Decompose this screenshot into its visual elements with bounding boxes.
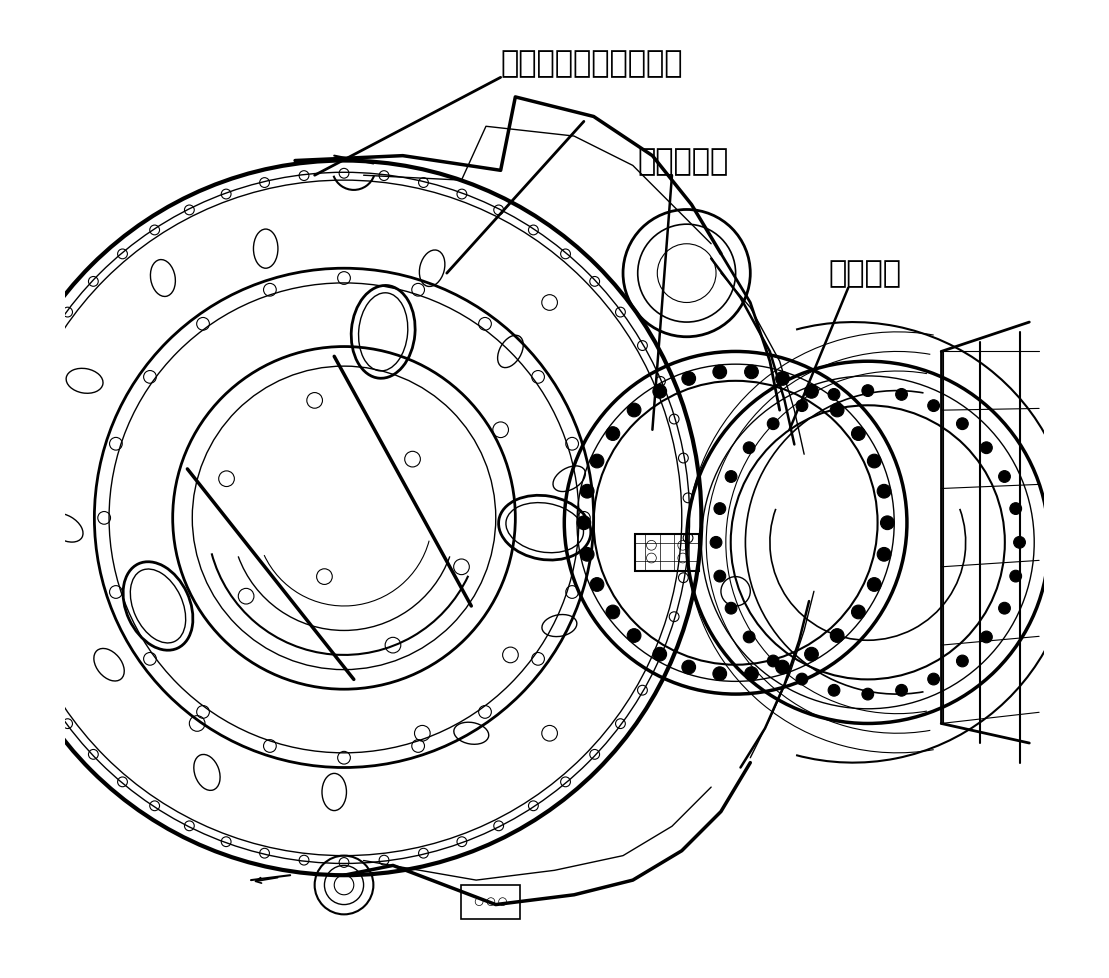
Circle shape	[957, 419, 968, 430]
Circle shape	[881, 516, 894, 530]
Circle shape	[775, 660, 790, 674]
Circle shape	[957, 655, 968, 667]
Circle shape	[725, 602, 737, 614]
Circle shape	[852, 605, 865, 619]
Circle shape	[580, 548, 594, 561]
Bar	[461, 885, 520, 919]
Circle shape	[828, 389, 840, 401]
Circle shape	[877, 548, 891, 561]
Circle shape	[862, 385, 874, 397]
Circle shape	[796, 674, 807, 686]
Circle shape	[831, 404, 844, 418]
Circle shape	[980, 632, 993, 644]
Circle shape	[653, 647, 667, 661]
Circle shape	[896, 389, 907, 401]
Circle shape	[713, 366, 726, 379]
Circle shape	[1010, 570, 1021, 582]
Circle shape	[628, 629, 641, 643]
Circle shape	[590, 578, 603, 592]
Circle shape	[606, 427, 620, 441]
Circle shape	[852, 427, 865, 441]
Circle shape	[682, 373, 695, 386]
Circle shape	[831, 629, 844, 643]
Circle shape	[1010, 504, 1021, 515]
Circle shape	[580, 485, 594, 499]
Circle shape	[725, 471, 737, 483]
Text: 风轮系统（去除叶片）: 风轮系统（去除叶片）	[500, 49, 683, 78]
Circle shape	[590, 455, 603, 468]
Circle shape	[744, 366, 759, 379]
Circle shape	[606, 605, 620, 619]
Circle shape	[980, 442, 993, 454]
Circle shape	[805, 647, 818, 661]
Bar	[635, 534, 699, 571]
Circle shape	[928, 400, 939, 412]
Circle shape	[998, 471, 1010, 483]
Circle shape	[767, 419, 779, 430]
Circle shape	[744, 667, 759, 681]
Circle shape	[805, 385, 818, 399]
Circle shape	[653, 385, 667, 399]
Circle shape	[796, 400, 807, 412]
Circle shape	[743, 632, 755, 644]
Text: 传动主轴: 传动主轴	[828, 259, 902, 289]
Circle shape	[682, 660, 695, 674]
Circle shape	[877, 485, 891, 499]
Circle shape	[577, 516, 591, 530]
Circle shape	[714, 504, 725, 515]
Circle shape	[896, 685, 907, 696]
Circle shape	[713, 667, 726, 681]
Circle shape	[867, 578, 881, 592]
Circle shape	[767, 655, 779, 667]
Circle shape	[628, 404, 641, 418]
Text: 高强紧固件: 高强紧固件	[638, 147, 729, 176]
Circle shape	[998, 602, 1010, 614]
Circle shape	[928, 674, 939, 686]
Circle shape	[867, 455, 881, 468]
Circle shape	[828, 685, 840, 696]
Circle shape	[710, 537, 722, 549]
Circle shape	[862, 689, 874, 700]
Circle shape	[714, 570, 725, 582]
Circle shape	[1014, 537, 1026, 549]
Circle shape	[775, 373, 790, 386]
Circle shape	[743, 442, 755, 454]
